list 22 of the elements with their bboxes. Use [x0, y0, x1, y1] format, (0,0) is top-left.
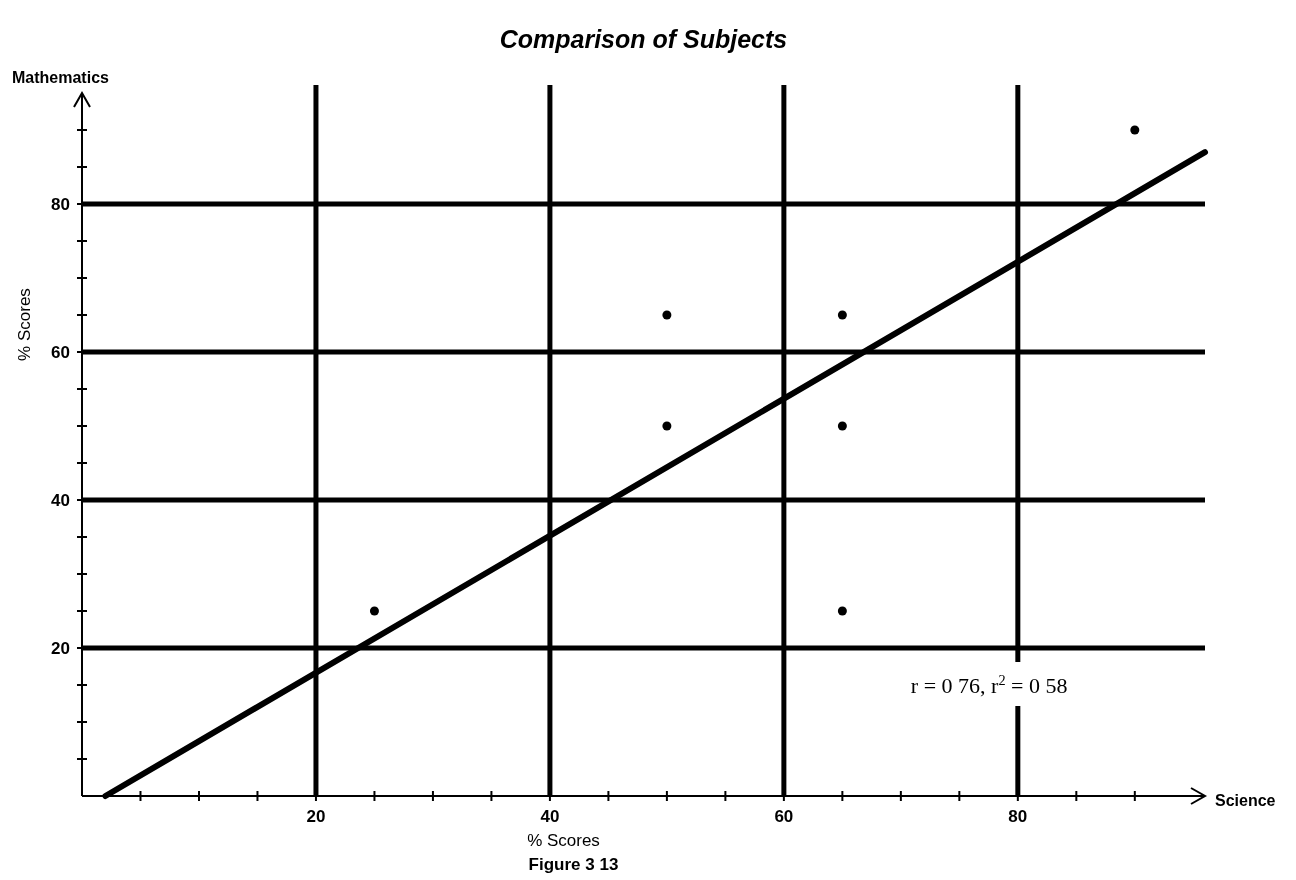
annotation: r = 0 76, r$^{2}$ = 0 58 [910, 672, 1068, 698]
y-tick-label: 80 [51, 195, 70, 214]
point [662, 421, 672, 431]
x-tick-label: 20 [306, 807, 326, 826]
x-axis-title: % Scores [527, 831, 600, 850]
point [662, 310, 672, 320]
point [837, 421, 847, 431]
caption: Figure 3 13 [528, 855, 619, 874]
y-tick-label: 60 [51, 343, 70, 362]
x-tick-label: 80 [1008, 807, 1028, 826]
y-axis-title: % Scores [15, 288, 34, 361]
text: Science [1215, 792, 1276, 809]
text: Mathematics [12, 69, 110, 86]
x-tick-label: 60 [774, 807, 794, 826]
point [1130, 125, 1140, 135]
point [837, 606, 847, 616]
y-tick-label: 20 [51, 639, 70, 658]
y-tick-label: 40 [51, 491, 70, 510]
point [837, 310, 847, 320]
point [369, 606, 379, 616]
x-tick-label: 40 [540, 807, 560, 826]
chart-title: Comparison of Subjects [499, 25, 788, 53]
